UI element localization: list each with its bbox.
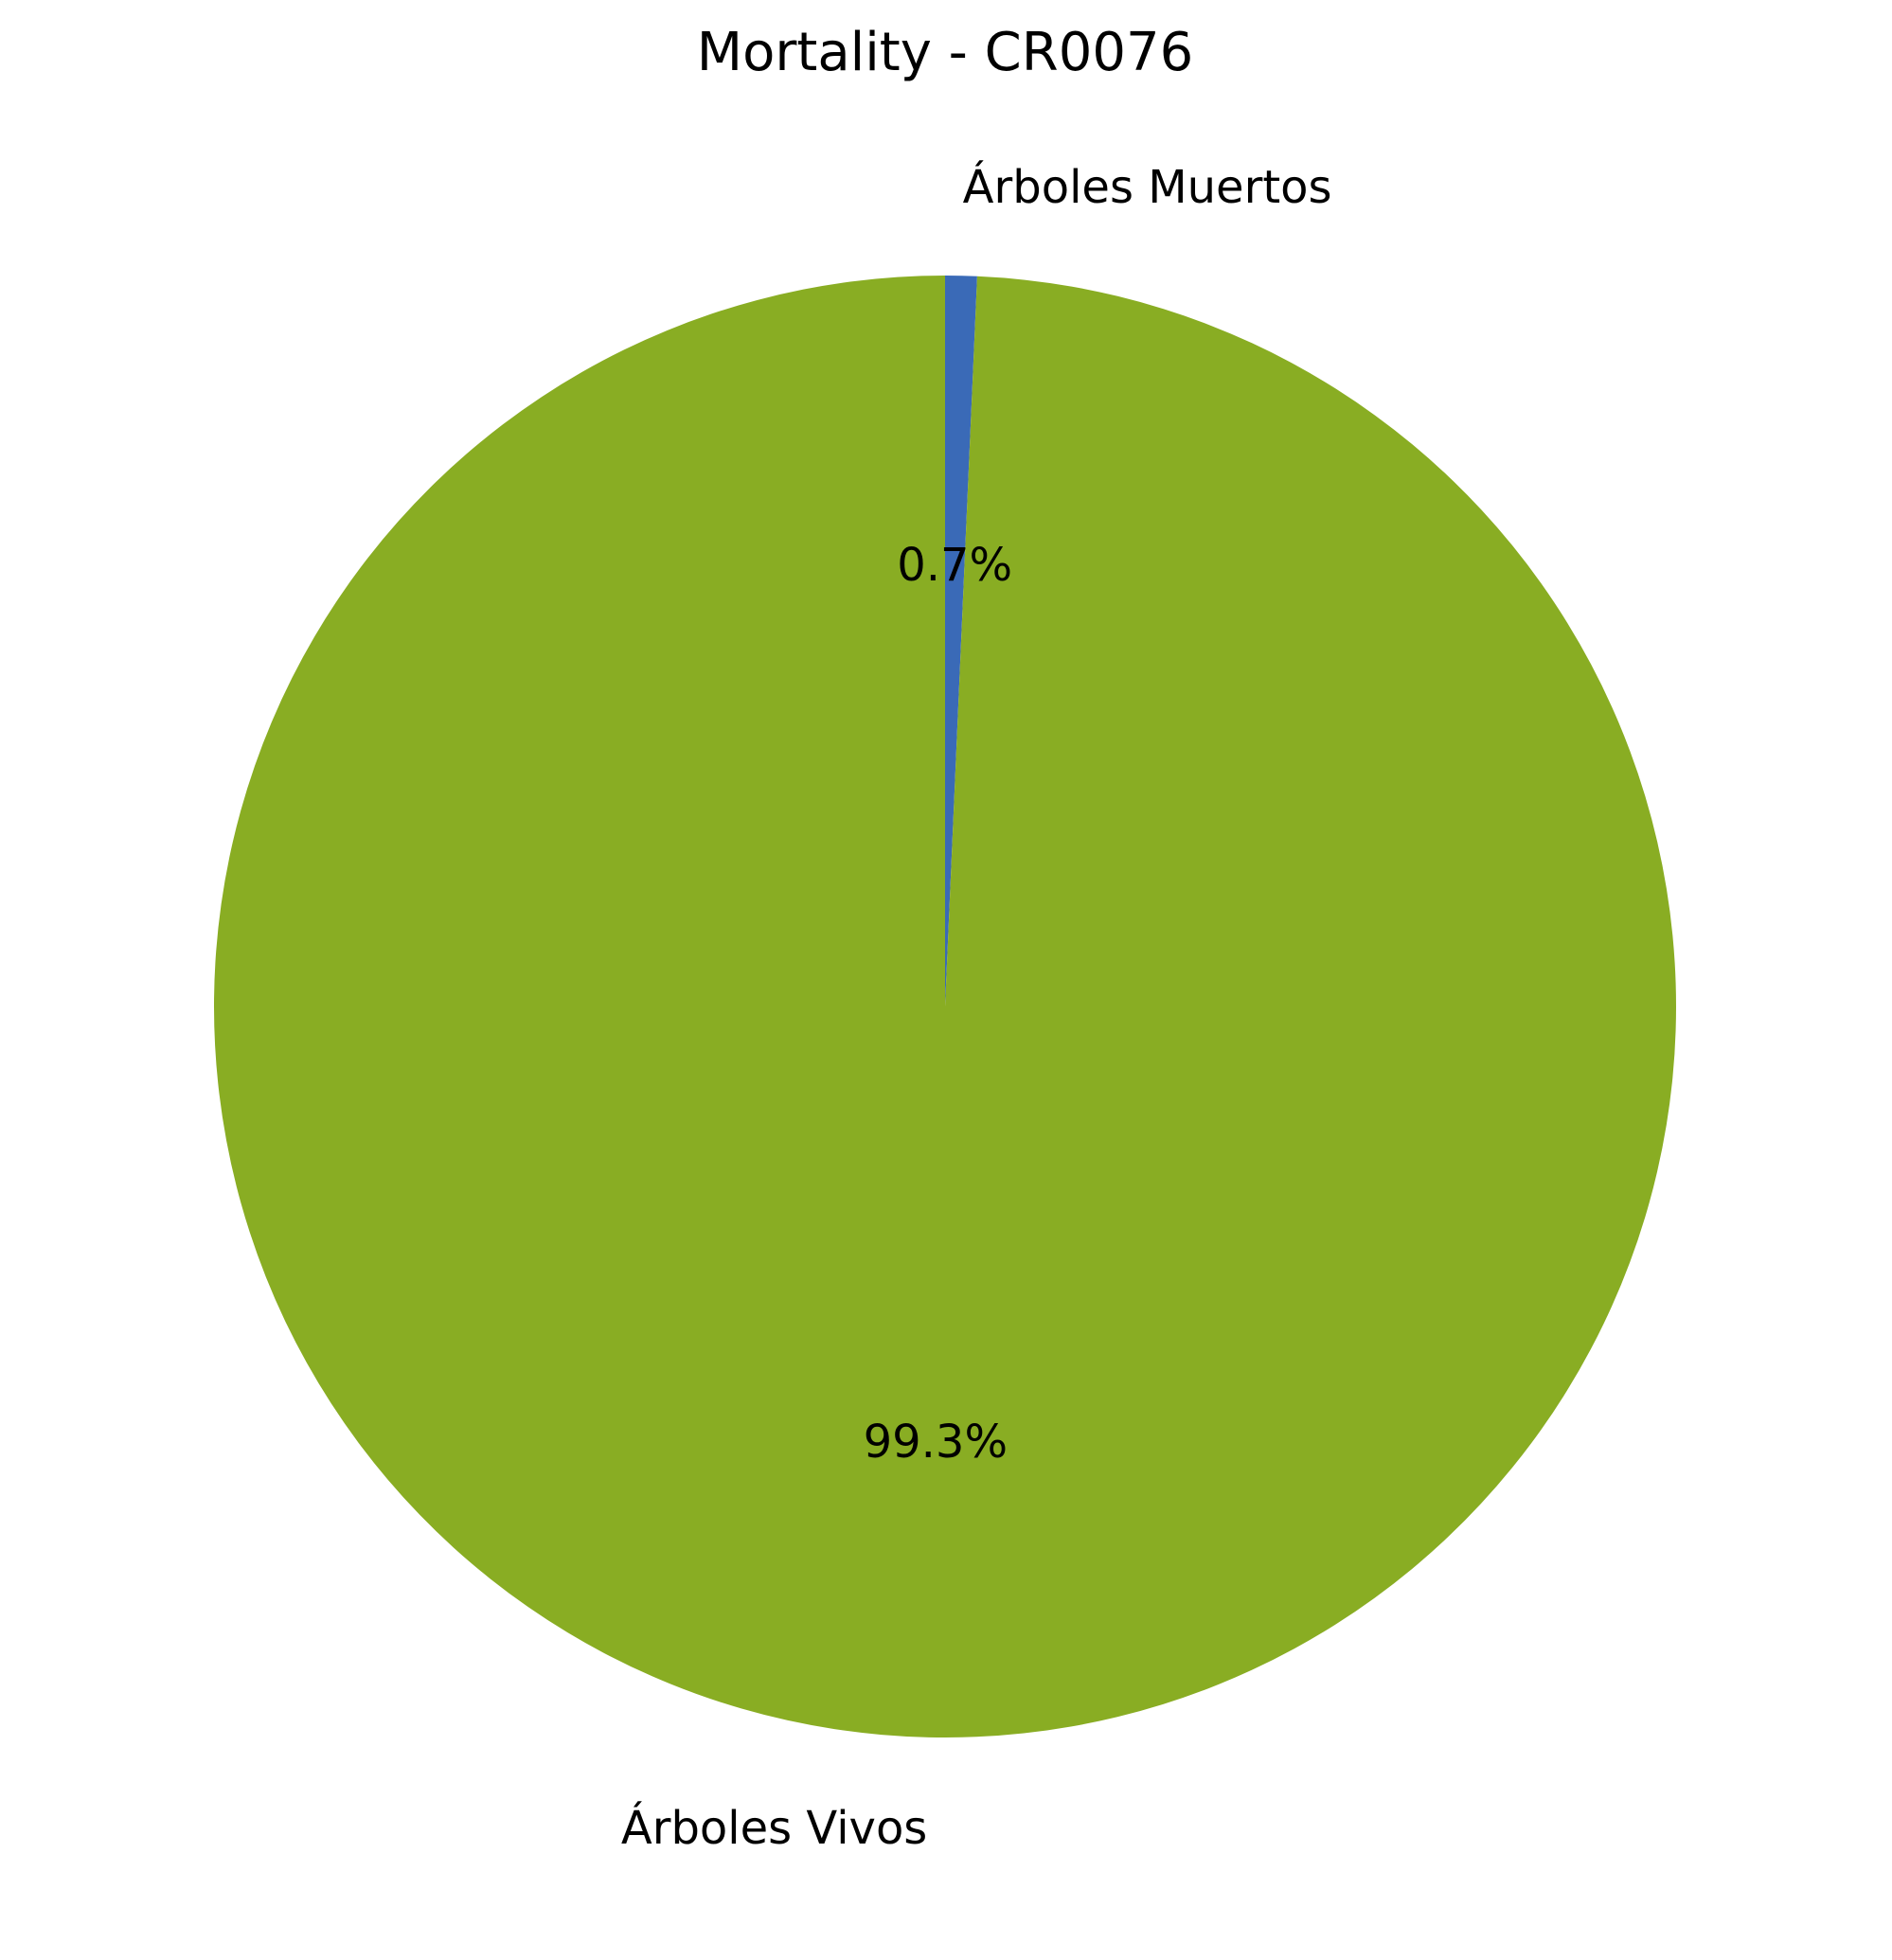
slice-pct-label-1: 0.7% xyxy=(897,539,1012,592)
slice-pct-label-2: 99.3% xyxy=(864,1416,1008,1469)
slice-label-2: Árboles Vivos xyxy=(621,1801,927,1855)
pie-slice-2 xyxy=(213,276,1676,1737)
pie-labels: Árboles Muertos 0.7% Árboles Vivos 99.3% xyxy=(621,160,1332,1855)
pie-slices xyxy=(213,276,1676,1737)
chart-title: Mortality - CR0076 xyxy=(697,22,1193,83)
slice-label-1: Árboles Muertos xyxy=(963,160,1332,214)
pie-slice-1 xyxy=(945,276,977,1007)
